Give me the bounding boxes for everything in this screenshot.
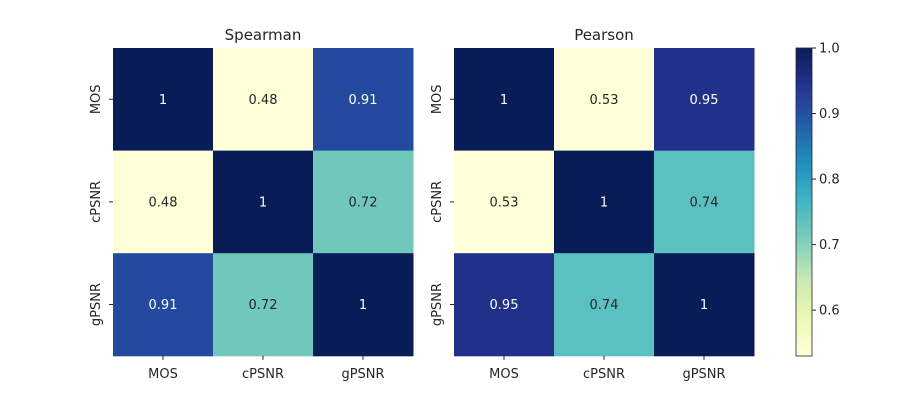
cell-annotation: 1 xyxy=(259,195,267,210)
cell-annotation: 0.53 xyxy=(590,93,619,108)
x-tick-label: gPSNR xyxy=(682,367,725,382)
x-tick-label: gPSNR xyxy=(341,367,384,382)
x-tick-label: MOS xyxy=(148,367,178,382)
y-tick-label: MOS xyxy=(89,84,104,114)
cell-annotation: 0.91 xyxy=(349,93,378,108)
cell-annotation: 1 xyxy=(600,195,608,210)
x-tick-label: MOS xyxy=(489,367,519,382)
heatmap-cell xyxy=(113,253,214,357)
heatmap-cell xyxy=(113,150,214,254)
cell-annotation: 0.74 xyxy=(690,195,719,210)
heatmap-cell xyxy=(654,48,755,152)
y-tick-label: gPSNR xyxy=(430,283,445,326)
heatmap-cell xyxy=(454,150,555,254)
y-tick-label: gPSNR xyxy=(89,283,104,326)
heatmap-cell xyxy=(313,48,414,152)
heatmap-cell xyxy=(554,150,655,254)
colorbar-tick-label: 0.7 xyxy=(819,238,840,253)
cell-annotation: 0.48 xyxy=(249,93,278,108)
cell-annotation: 0.74 xyxy=(590,298,619,313)
x-tick-label: cPSNR xyxy=(242,367,284,382)
cell-annotation: 0.91 xyxy=(149,298,178,313)
heatmap-cell xyxy=(213,150,314,254)
colorbar-tick-label: 0.8 xyxy=(819,173,840,188)
cell-annotation: 0.95 xyxy=(490,298,519,313)
colorbar: 0.6 0.7 0.8 0.9 1.0 xyxy=(795,42,840,357)
cell-annotation: 1 xyxy=(159,93,167,108)
heatmap-cell xyxy=(654,253,755,357)
heatmap-cell xyxy=(654,150,755,254)
heatmap-cell xyxy=(313,253,414,357)
colorbar-tick-label: 0.9 xyxy=(819,107,840,122)
colorbar-gradient xyxy=(795,47,813,357)
heatmap-cell xyxy=(554,48,655,152)
heatmap-cell xyxy=(213,253,314,357)
y-tick-label: cPSNR xyxy=(89,181,104,223)
y-tick-label: MOS xyxy=(430,84,445,114)
cell-annotation: 0.72 xyxy=(349,195,378,210)
heatmap-cell xyxy=(213,48,314,152)
cell-annotation: 0.53 xyxy=(490,195,519,210)
cell-annotation: 1 xyxy=(700,298,708,313)
cell-annotation: 0.48 xyxy=(149,195,178,210)
panel-title: Spearman xyxy=(225,26,302,44)
cell-annotation: 0.95 xyxy=(690,93,719,108)
heatmap-cell xyxy=(313,150,414,254)
cell-annotation: 1 xyxy=(359,298,367,313)
heatmap-cell xyxy=(554,253,655,357)
heatmap-cell xyxy=(454,253,555,357)
colorbar-tick-label: 1.0 xyxy=(819,42,840,57)
heatmap-cell xyxy=(113,48,214,152)
panel-title: Pearson xyxy=(574,26,634,44)
heatmap-panel-pearson: Pearson 1 0.53 0.95 0.53 1 0.74 0.95 0.74 1 MOS cPS… xyxy=(430,26,755,382)
cell-annotation: 1 xyxy=(500,93,508,108)
heatmap-panel-spearman: Spearman 1 0.48 0.91 0.48 1 0.72 0.91 0.72 1 MOS cP… xyxy=(89,26,414,382)
heatmap-panels: Spearman 1 0.48 0.91 0.48 1 0.72 0.91 0.72 1 MOS cP… xyxy=(89,26,755,382)
x-tick-label: cPSNR xyxy=(583,367,625,382)
heatmap-cell xyxy=(454,48,555,152)
colorbar-tick-label: 0.6 xyxy=(819,304,840,319)
cell-annotation: 0.72 xyxy=(249,298,278,313)
y-tick-label: cPSNR xyxy=(430,181,445,223)
